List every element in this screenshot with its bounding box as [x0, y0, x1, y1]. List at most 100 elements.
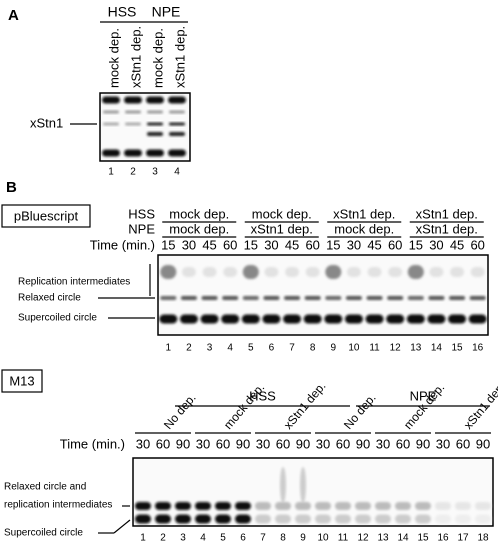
- time-value: 90: [476, 436, 490, 451]
- band: [103, 122, 119, 126]
- template-label: pBluescript: [14, 208, 79, 223]
- band: [366, 296, 383, 300]
- lane-number: 7: [289, 343, 295, 354]
- band: [469, 296, 486, 300]
- band: [375, 502, 391, 510]
- time-value: 45: [367, 237, 381, 252]
- time-value: 30: [256, 436, 270, 451]
- band: [124, 96, 142, 104]
- band: [263, 296, 280, 300]
- band: [407, 265, 424, 279]
- band: [102, 149, 120, 157]
- band: [283, 314, 302, 324]
- band: [146, 96, 164, 104]
- lane-number: 1: [166, 343, 172, 354]
- time-value: 60: [156, 436, 170, 451]
- template-box: [1, 369, 43, 393]
- band: [295, 514, 311, 524]
- time-value: 60: [276, 436, 290, 451]
- lane-label: xStn1 dep.: [172, 26, 187, 88]
- lane-number: 13: [377, 533, 389, 544]
- panel-label: B: [6, 179, 17, 196]
- band: [242, 296, 259, 300]
- band: [125, 110, 141, 114]
- band: [215, 502, 231, 510]
- band: [475, 502, 491, 510]
- band: [285, 267, 300, 277]
- band: [324, 314, 343, 324]
- band: [365, 314, 384, 324]
- time-value: 90: [176, 436, 190, 451]
- lane-number: 5: [248, 343, 254, 354]
- rule: [113, 519, 131, 534]
- band: [147, 110, 163, 114]
- band: [429, 267, 444, 277]
- condition-label: mock dep.: [334, 221, 394, 236]
- band: [235, 514, 251, 524]
- band: [395, 514, 411, 524]
- band: [195, 514, 211, 524]
- time-value: 90: [416, 436, 430, 451]
- band: [169, 122, 185, 126]
- time-value: 60: [223, 237, 237, 252]
- time-value: 30: [136, 436, 150, 451]
- band: [102, 96, 120, 104]
- band: [395, 502, 411, 510]
- band: [345, 296, 362, 300]
- band: [124, 149, 142, 157]
- lane-number: 1: [140, 533, 146, 544]
- band: [325, 265, 342, 279]
- band: [335, 514, 351, 524]
- condition-label: mock dep.: [169, 221, 229, 236]
- band-label: Supercoiled circle: [4, 528, 83, 539]
- group-label: NPE: [410, 388, 437, 403]
- band: [300, 467, 306, 503]
- group-label: HSS: [249, 388, 276, 403]
- band: [280, 467, 286, 503]
- band: [468, 314, 487, 324]
- band: [169, 110, 185, 114]
- lane-number: 12: [357, 533, 369, 544]
- lane-number: 13: [410, 343, 422, 354]
- band: [160, 265, 177, 279]
- panel-label: A: [8, 7, 19, 24]
- time-value: 30: [376, 436, 390, 451]
- band: [375, 514, 391, 524]
- group-label: NPE: [152, 4, 181, 20]
- condition-label: xStn1 dep.: [416, 221, 478, 236]
- band: [427, 314, 446, 324]
- time-value: 60: [396, 436, 410, 451]
- band-label: xStn1: [30, 115, 63, 130]
- condition-label: No dep.: [341, 391, 379, 432]
- band: [475, 514, 491, 524]
- band: [355, 502, 371, 510]
- lane-label: xStn1 dep.: [128, 26, 143, 88]
- condition-label: xStn1 dep.: [416, 206, 478, 221]
- band: [428, 296, 445, 300]
- band: [181, 267, 196, 277]
- time-value: 90: [236, 436, 250, 451]
- band: [325, 296, 342, 300]
- band: [415, 514, 431, 524]
- band-label: Supercoiled circle: [18, 313, 97, 324]
- time-value: 30: [436, 436, 450, 451]
- band: [201, 296, 218, 300]
- lane-number: 10: [317, 533, 329, 544]
- lane-number: 3: [180, 533, 186, 544]
- band: [415, 502, 431, 510]
- time-label: Time (min.): [90, 237, 155, 252]
- band: [386, 314, 405, 324]
- band: [160, 296, 177, 300]
- row-label: NPE: [128, 221, 155, 236]
- template-box: [1, 204, 91, 228]
- time-value: 30: [429, 237, 443, 252]
- band-label: Relaxed circle: [18, 293, 81, 304]
- time-value: 60: [470, 237, 484, 252]
- band: [305, 267, 320, 277]
- lane-number: 10: [348, 343, 360, 354]
- time-value: 30: [347, 237, 361, 252]
- band: [168, 96, 186, 104]
- band: [169, 132, 185, 136]
- lane-label: mock dep.: [106, 28, 121, 88]
